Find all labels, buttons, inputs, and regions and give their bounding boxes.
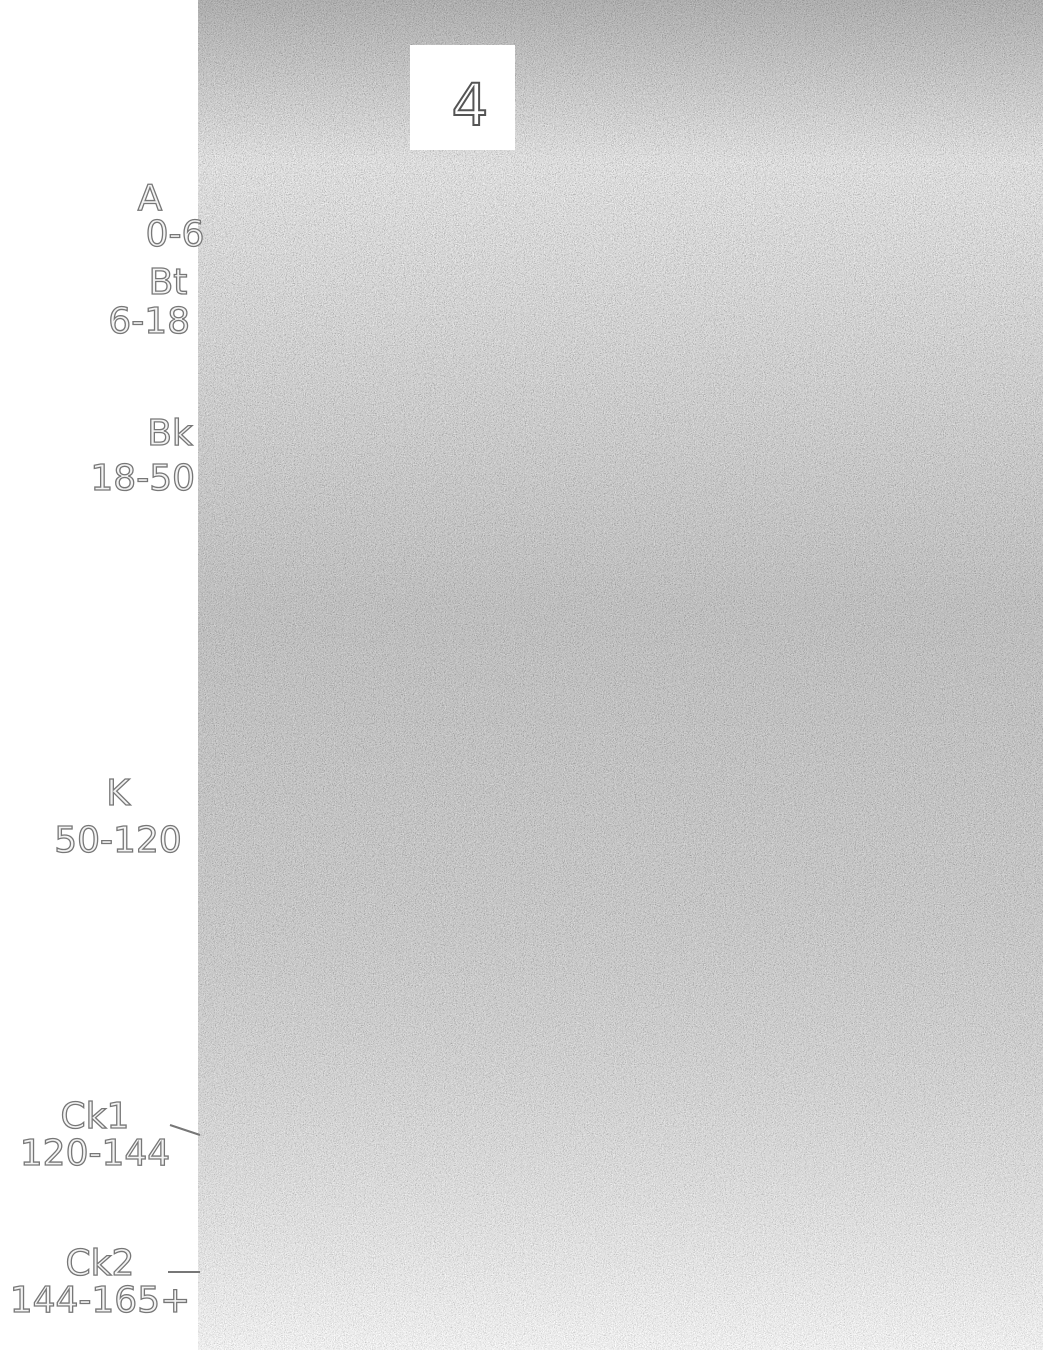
horizon-name: Bt: [149, 262, 188, 303]
horizon-name: Ck1: [61, 1096, 130, 1137]
horizon-depth: 18-50: [90, 458, 195, 499]
horizon-name: A: [138, 178, 163, 219]
horizon-name: Bk: [147, 413, 193, 454]
horizon-depth: 120-144: [20, 1133, 170, 1174]
horizon-depth: 50-120: [54, 820, 182, 861]
pointer-line: [169, 1124, 201, 1136]
horizon-depth: 6-18: [108, 301, 190, 342]
tag-card: [410, 45, 515, 150]
soil-shading: [198, 0, 1043, 1350]
horizon-name: Ck2: [66, 1243, 135, 1284]
photo: 4: [198, 0, 1043, 1350]
horizon-depth: 144-165+: [10, 1280, 191, 1321]
tag-number: 4: [452, 71, 489, 139]
horizon-name: K: [106, 773, 131, 814]
horizon-depth: 0-6: [146, 214, 205, 255]
